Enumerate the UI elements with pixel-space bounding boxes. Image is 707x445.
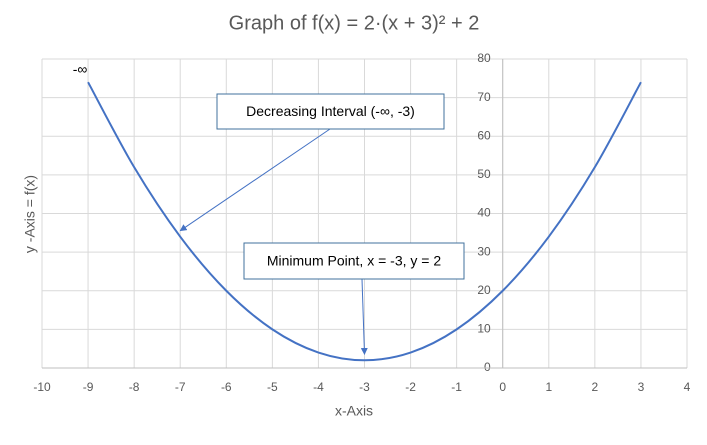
y-tick-label: 10: [477, 322, 491, 336]
x-tick-label: -7: [175, 380, 186, 394]
x-tick-label: -6: [221, 380, 232, 394]
x-tick-label: 3: [638, 380, 645, 394]
y-tick-label: 50: [477, 167, 491, 181]
annotation-box: [216, 93, 445, 130]
y-tick-label: 60: [477, 128, 491, 142]
x-axis-label: x-Axis: [335, 403, 373, 419]
x-tick-label: -1: [451, 380, 462, 394]
x-tick-label: 1: [545, 380, 552, 394]
annotation-arrow: [360, 278, 368, 355]
annotation-box: [243, 242, 465, 280]
x-tick-label: -10: [33, 380, 51, 394]
y-tick-label: 40: [477, 206, 491, 220]
x-tick-label: -2: [405, 380, 416, 394]
y-tick-label: 20: [477, 283, 491, 297]
y-tick-label: 0: [484, 360, 491, 374]
chart-title: Graph of f(x) = 2·(x + 3)² + 2: [229, 12, 480, 34]
y-tick-label: 30: [477, 244, 491, 258]
y-axis-label: y -Axis = f(x): [22, 175, 38, 253]
x-tick-label: -4: [313, 380, 324, 394]
annotation-arrow: [179, 128, 331, 232]
y-tick-label: 70: [477, 90, 491, 104]
x-tick-label: -5: [267, 380, 278, 394]
series-line: [87, 81, 642, 362]
annotation-text: Decreasing Interval (-∞, -3): [246, 103, 415, 119]
x-tick-label: 4: [684, 380, 691, 394]
x-tick-label: -3: [359, 380, 370, 394]
x-tick-label: -9: [83, 380, 94, 394]
annotation-text: Minimum Point, x = -3, y = 2: [267, 253, 441, 269]
annotation-text: -∞: [73, 61, 88, 77]
y-tick-label: 80: [477, 51, 491, 65]
x-tick-label: 2: [592, 380, 599, 394]
x-tick-label: 0: [499, 380, 506, 394]
x-tick-label: -8: [129, 380, 140, 394]
